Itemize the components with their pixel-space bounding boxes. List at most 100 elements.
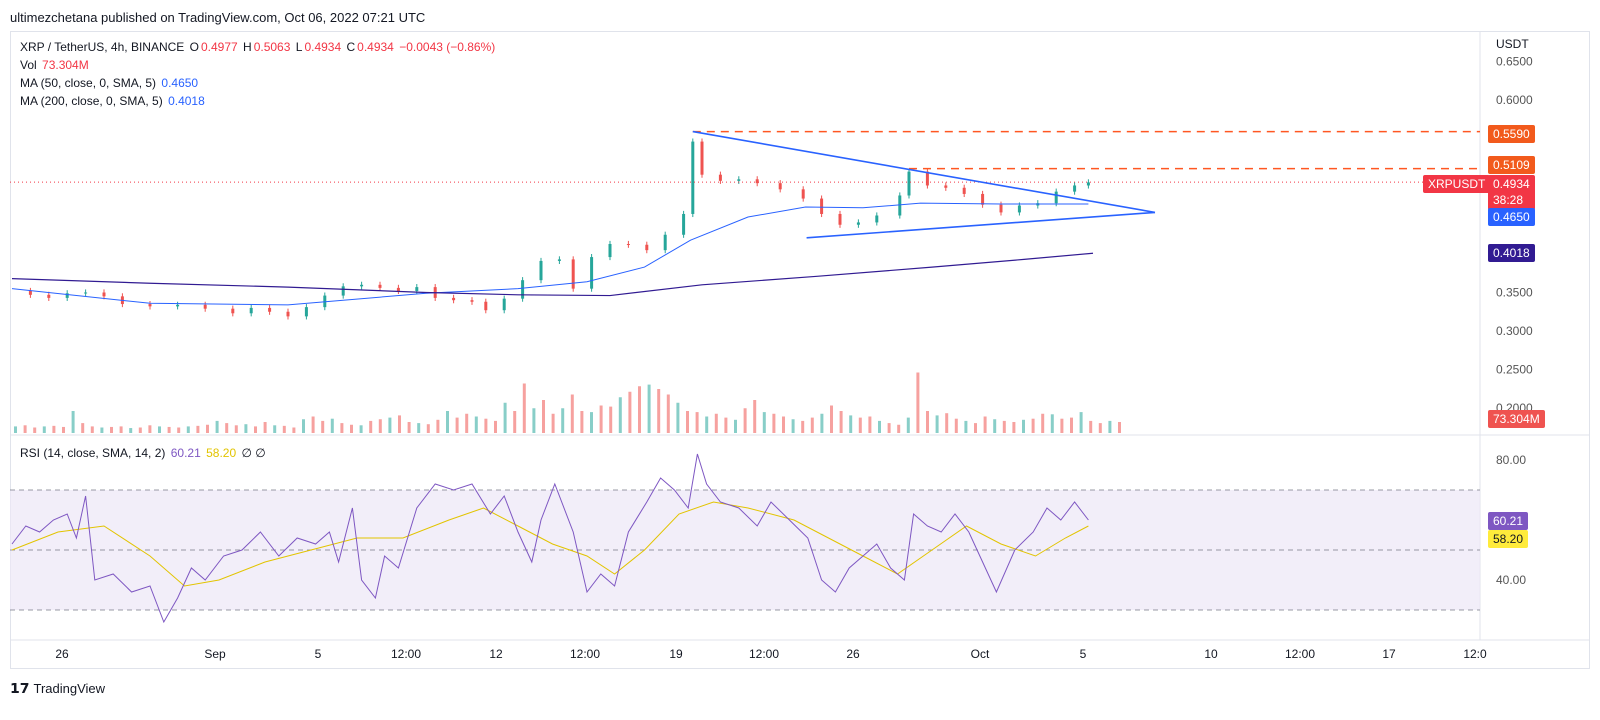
vol-value: 73.304M — [42, 58, 89, 72]
rsi-label: RSI (14, close, SMA, 14, 2) — [20, 446, 166, 460]
volume-bar — [340, 423, 344, 433]
volume-bar — [158, 426, 161, 433]
volume-bar — [52, 425, 56, 433]
volume-bar — [282, 425, 286, 433]
volume-bar — [551, 413, 555, 433]
candle-body — [737, 179, 741, 181]
triangle-upper-line — [692, 130, 1156, 214]
rsi-legend: RSI (14, close, SMA, 14, 2) 60.21 58.20 … — [20, 446, 268, 460]
volume-bar — [436, 419, 440, 433]
time-axis-tick: 26 — [55, 647, 69, 661]
ma200-legend: MA (200, close, 0, SMA, 5) 0.4018 — [20, 94, 207, 108]
volume-bar — [839, 411, 843, 433]
open-label: O — [189, 40, 199, 54]
volume-bar — [378, 419, 382, 433]
candle-body — [470, 300, 474, 302]
candle-body — [778, 183, 782, 190]
candle-body — [231, 308, 235, 314]
ma200-value: 0.4018 — [168, 94, 205, 108]
volume-bar — [974, 423, 977, 433]
candle-body — [856, 222, 860, 225]
volume-bar — [868, 416, 872, 433]
volume-bar — [14, 426, 17, 433]
candle-body — [682, 213, 686, 235]
candle-body — [907, 171, 911, 196]
published-by: ultimezchetana published on TradingView.… — [10, 10, 426, 25]
volume-bar — [590, 412, 593, 433]
volume-bar — [1118, 422, 1121, 433]
volume-bar — [983, 416, 987, 433]
volume-bar — [916, 372, 920, 433]
volume-bar — [599, 405, 603, 433]
symbol-tag: XRPUSDT — [1423, 175, 1491, 193]
time-axis-tick: 5 — [1080, 647, 1087, 661]
volume-bar — [609, 406, 613, 433]
brand-name: TradingView — [33, 681, 106, 696]
candle-body — [691, 141, 695, 214]
time-axis-tick: 5 — [315, 647, 322, 661]
volume-bar — [129, 428, 133, 433]
volume-bar — [1089, 420, 1093, 433]
candle-body — [396, 287, 400, 291]
rsi-extra: ∅ ∅ — [241, 446, 266, 460]
high-label: H — [243, 40, 252, 54]
volume-bar — [254, 426, 257, 433]
volume-bar — [407, 422, 411, 433]
symbol-legend: XRP / TetherUS, 4h, BINANCE O 0.4977 H 0.5… — [20, 40, 497, 54]
volume-bar — [570, 394, 574, 433]
volume-bar — [906, 417, 910, 433]
volume-bar — [849, 415, 853, 433]
volume-bar — [945, 413, 949, 433]
close-label: C — [346, 40, 356, 54]
candle-body — [249, 307, 253, 314]
candle-body — [286, 311, 290, 317]
volume-bar — [647, 384, 651, 433]
time-axis-tick: 10 — [1204, 647, 1218, 661]
candle-body — [663, 234, 667, 251]
price-tag: 0.4934 38:28 — [1488, 175, 1535, 210]
time-axis-tick: 12:00 — [749, 647, 779, 661]
volume-bar — [993, 419, 997, 433]
volume-bar — [686, 411, 689, 433]
candle-body — [820, 198, 824, 214]
volume-bar — [734, 419, 737, 433]
volume-bar — [714, 413, 718, 433]
volume-bar — [830, 405, 833, 433]
candle-body — [84, 292, 88, 294]
volume-bar — [100, 427, 104, 433]
volume-bar — [42, 426, 46, 433]
volume-bar — [522, 383, 526, 433]
price-axis-tick: 0.6000 — [1496, 93, 1533, 107]
chart-panel[interactable] — [10, 31, 1590, 669]
resistance-tag: 0.5590 — [1488, 125, 1535, 143]
candle-body — [268, 307, 272, 312]
rsi-value: 60.21 — [170, 446, 201, 460]
volume-bar — [417, 423, 421, 433]
high-value: 0.5063 — [253, 40, 291, 54]
volume-legend: Vol 73.304M — [20, 58, 91, 72]
volume-bar — [561, 408, 565, 433]
candle-body — [718, 174, 722, 181]
time-axis-tick: 17 — [1382, 647, 1396, 661]
candle-body — [65, 293, 69, 298]
volume-bar — [858, 417, 862, 433]
countdown-value: 38:28 — [1493, 193, 1524, 207]
volume-bar — [743, 408, 747, 433]
volume-bar — [330, 418, 334, 433]
volume-bar — [705, 416, 709, 433]
volume-bar — [1108, 420, 1112, 433]
volume-bar — [1031, 418, 1035, 433]
volume-bar — [455, 417, 459, 433]
volume-bar — [474, 416, 478, 433]
time-axis-tick: 12:00 — [570, 647, 600, 661]
volume-bar — [695, 412, 699, 433]
volume-bar — [878, 420, 881, 433]
volume-bar — [887, 423, 891, 433]
candle-body — [1054, 191, 1058, 204]
volume-bar — [273, 425, 277, 433]
candle-body — [1086, 182, 1090, 186]
rsi-ma-line — [11, 501, 1089, 587]
vol-label: Vol — [20, 58, 37, 72]
tradingview-brand[interactable]: 𝟭𝟳 TradingView — [10, 680, 105, 697]
